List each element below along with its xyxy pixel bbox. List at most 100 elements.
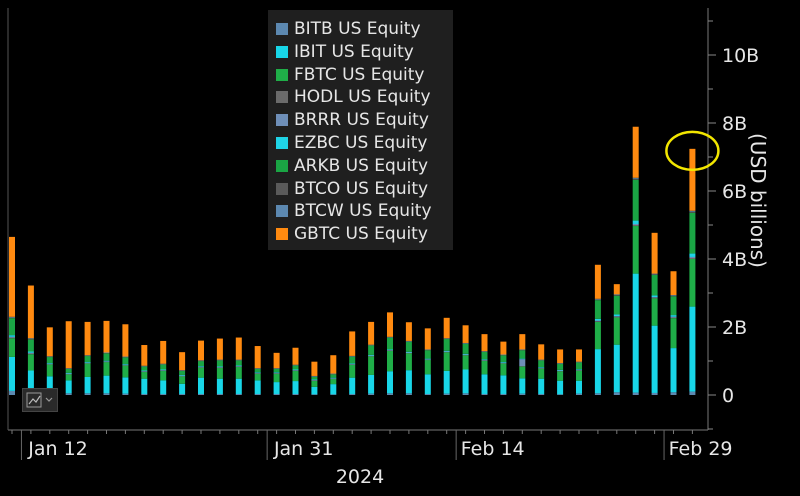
bar-segment (198, 367, 204, 378)
legend-swatch (276, 45, 288, 58)
bar-segment (179, 370, 186, 375)
bar-segment (254, 346, 261, 369)
bar-segment (311, 380, 318, 387)
bar-segment (292, 369, 299, 371)
bar-segment (9, 356, 15, 391)
bar-segment (141, 365, 148, 367)
bar-segment (519, 349, 526, 350)
bar-segment (519, 366, 526, 367)
bar-segment (387, 350, 393, 351)
bar-segment (27, 370, 34, 392)
bar-segment (160, 363, 167, 365)
bar-segment (632, 392, 639, 395)
bar-segment (330, 384, 337, 395)
bar-segment (122, 324, 129, 357)
bar-segment (122, 365, 129, 378)
bar-segment (65, 373, 72, 375)
bar-segment (103, 352, 110, 354)
bar-segment (670, 315, 677, 317)
bar-segment (481, 359, 488, 360)
bar-segment (349, 364, 356, 365)
bar-segment (9, 337, 15, 339)
bar-segment (424, 359, 431, 375)
bar-segment (235, 359, 242, 361)
bar-segment (46, 356, 53, 358)
bar-segment (481, 374, 488, 394)
bar-segment (27, 351, 34, 353)
bar-segment (443, 317, 450, 339)
bar-segment (122, 365, 129, 366)
bar-segment (481, 393, 488, 395)
bar-segment (481, 351, 488, 352)
bar-segment (519, 358, 526, 360)
bar-segment (651, 325, 658, 393)
bar-segment (311, 394, 318, 395)
bar-segment (235, 360, 242, 366)
bar-segment (500, 362, 507, 363)
bar-segment (387, 312, 393, 337)
bar-segment (576, 361, 582, 363)
bar-segment (670, 296, 677, 316)
bar-segment (103, 362, 110, 376)
bar-segment (500, 354, 507, 356)
bar-segment (9, 316, 15, 318)
bar-segment (330, 373, 337, 375)
bar-segment (330, 355, 337, 374)
bar-segment (27, 354, 34, 371)
highlight-circle (665, 130, 720, 172)
x-tick-label: Feb 29 (669, 438, 733, 460)
bar-segment (311, 361, 318, 376)
legend-item: GBTC US Equity (276, 223, 428, 245)
bar-segment (273, 393, 280, 395)
bar-segment (235, 393, 242, 395)
x-tick-label: Feb 14 (461, 438, 525, 460)
bar-segment (368, 374, 375, 394)
bar-segment (594, 320, 601, 322)
bar-segment (462, 355, 469, 370)
bar-segment (500, 354, 507, 356)
annotations (665, 130, 720, 172)
bar-segment (443, 351, 450, 352)
bar-segment (594, 393, 601, 395)
legend-swatch (276, 228, 288, 241)
bar-segment (443, 351, 450, 353)
legend-item: IBIT US Equity (276, 41, 414, 63)
bar-segment (632, 179, 639, 221)
bar-segment (84, 355, 91, 363)
x-tick-label: Jan 12 (27, 438, 88, 460)
chart-tool-icon[interactable] (22, 388, 58, 412)
legend-item: ARKB US Equity (276, 155, 428, 177)
bar-segment (84, 355, 91, 356)
bar-segment (141, 393, 148, 395)
bar-segment (9, 390, 15, 395)
bar-segment (424, 374, 431, 394)
bar-segment (368, 355, 375, 357)
legend-swatch (276, 137, 288, 149)
bar-segment (557, 370, 564, 372)
bar-segment (538, 344, 545, 360)
bar-segment (330, 378, 337, 379)
bar-segment (557, 363, 564, 364)
bar-segment (538, 368, 545, 379)
bar-segment (538, 360, 545, 368)
bar-segment (405, 351, 412, 353)
bar-segment (216, 366, 223, 368)
bar-segment (311, 376, 318, 380)
legend-item: BITB US Equity (276, 18, 421, 40)
bar-segment (462, 369, 469, 394)
bar-segment (216, 367, 223, 379)
bar-segment (198, 367, 204, 368)
bar-segment (405, 340, 412, 342)
bar-segment (84, 355, 91, 357)
bar-segment (651, 297, 658, 299)
bar-segment (368, 393, 375, 395)
bar-segment (500, 362, 507, 364)
bar-segment (216, 360, 223, 367)
bar-segment (160, 370, 167, 372)
legend-label: HODL US Equity (294, 87, 431, 108)
bar-segment (330, 378, 337, 380)
bar-segment (292, 393, 299, 395)
bar-segment (651, 274, 658, 296)
bar-segment (594, 298, 601, 300)
bar-segment (254, 380, 261, 394)
